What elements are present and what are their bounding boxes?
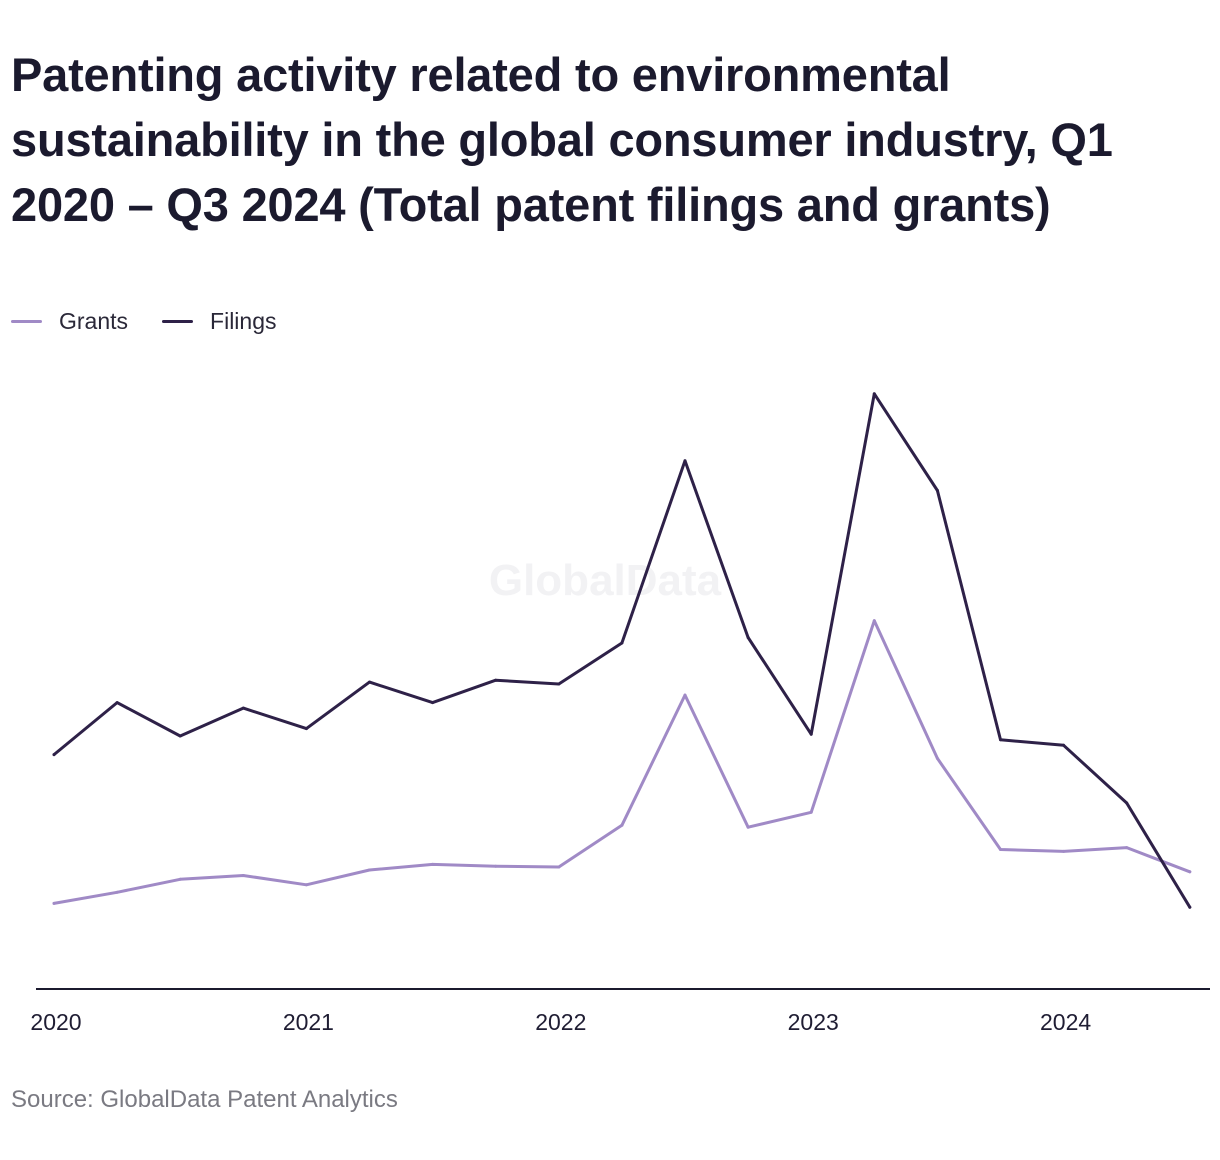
data-point-grants <box>1125 846 1129 850</box>
data-point-filings <box>1188 905 1192 909</box>
line-chart: GlobalData 2020 2021 2022 2023 2024 <box>30 392 1210 1035</box>
data-point-grants <box>241 874 245 877</box>
x-axis-ticks: 2020 2021 2022 2023 2024 <box>30 1009 1091 1035</box>
data-point-filings <box>809 732 813 736</box>
x-tick-label: 2024 <box>1040 1009 1091 1035</box>
data-point-grants <box>935 756 939 760</box>
data-point-grants <box>683 693 687 697</box>
data-point-grants <box>999 848 1002 851</box>
x-tick-label: 2020 <box>30 1009 81 1035</box>
data-point-grants <box>872 619 876 623</box>
data-point-filings <box>115 701 119 705</box>
data-point-grants <box>368 868 371 872</box>
data-point-filings <box>431 701 435 705</box>
data-point-grants <box>557 865 561 869</box>
data-point-grants <box>178 877 182 881</box>
chart-title: Patenting activity related to environmen… <box>11 48 1113 231</box>
legend-swatch-filings <box>162 319 194 323</box>
data-point-filings <box>178 734 182 738</box>
data-point-filings <box>304 727 308 731</box>
data-point-filings <box>241 706 245 710</box>
legend-label-grants: Grants <box>59 307 129 334</box>
data-point-filings <box>935 489 939 492</box>
data-point-filings <box>746 636 750 639</box>
data-point-grants <box>1188 870 1192 874</box>
data-point-grants <box>304 883 308 887</box>
data-point-filings <box>494 678 498 682</box>
data-point-grants <box>1062 849 1066 853</box>
data-point-grants <box>620 823 624 827</box>
plot-area <box>52 392 1192 909</box>
data-point-filings <box>52 753 56 757</box>
legend-item-filings: Filings <box>162 307 277 335</box>
x-tick-label: 2021 <box>283 1009 334 1035</box>
series-line-filings <box>52 392 1192 909</box>
source-note: Source: GlobalData Patent Analytics <box>11 1086 398 1113</box>
data-point-grants <box>431 862 435 866</box>
data-point-filings <box>683 459 687 463</box>
data-point-filings <box>1062 743 1066 747</box>
data-point-filings <box>872 392 876 396</box>
data-point-grants <box>52 901 56 905</box>
data-point-filings <box>557 682 561 686</box>
x-tick-label: 2023 <box>788 1009 839 1035</box>
data-point-grants <box>115 890 119 894</box>
data-point-filings <box>999 738 1002 742</box>
data-point-filings <box>620 641 624 645</box>
watermark: GlobalData <box>489 556 722 605</box>
data-point-filings <box>1125 801 1129 805</box>
data-point-filings <box>368 680 371 684</box>
legend-item-grants: Grants <box>11 308 128 335</box>
series-line-grants <box>52 619 1192 905</box>
legend: Grants Filings <box>11 305 311 337</box>
legend-label-filings: Filings <box>210 307 277 334</box>
data-point-grants <box>494 864 498 868</box>
data-point-grants <box>746 825 750 829</box>
legend-swatch-grants <box>11 319 42 323</box>
x-tick-label: 2022 <box>535 1009 586 1035</box>
data-point-grants <box>809 810 813 814</box>
